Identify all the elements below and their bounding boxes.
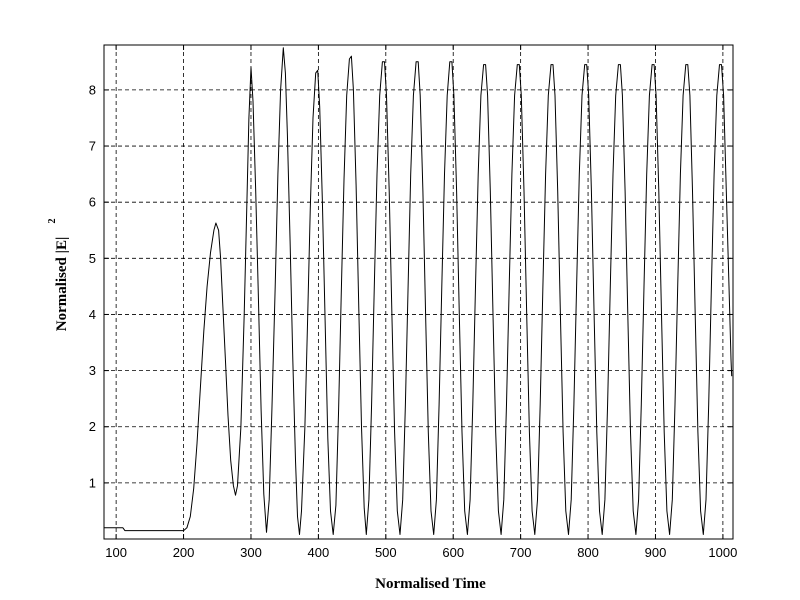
tick-labels: 100 200 300 400 500 600 700 800 900 1000 1 2 3 4 5 6 7 8 — [89, 82, 738, 560]
x-tick-label: 800 — [577, 545, 599, 560]
y-tick-label: 8 — [89, 82, 96, 97]
x-tick-label: 900 — [645, 545, 667, 560]
y-tick-label: 4 — [89, 307, 96, 322]
x-tick-label: 600 — [442, 545, 464, 560]
y-tick-label: 5 — [89, 251, 96, 266]
y-axis-title: Normalised |E| — [54, 237, 70, 332]
y-tick-label: 1 — [89, 475, 96, 490]
y-tick-label: 6 — [89, 195, 96, 210]
grid-lines — [104, 45, 733, 539]
y-tick-label: 2 — [89, 419, 96, 434]
y-axis-title-group: Normalised |E| 2 — [47, 219, 70, 332]
y-axis-title-superscript: 2 — [47, 219, 58, 224]
x-tick-label: 300 — [240, 545, 262, 560]
y-tick-label: 3 — [89, 363, 96, 378]
x-tick-label: 700 — [510, 545, 532, 560]
x-tick-label: 1000 — [708, 545, 737, 560]
x-tick-label: 500 — [375, 545, 397, 560]
x-axis-title: Normalised Time — [375, 576, 486, 592]
plot-area-frame — [103, 44, 734, 540]
y-tick-label: 7 — [89, 139, 96, 154]
x-tick-label: 400 — [308, 545, 330, 560]
axis-ticks — [104, 45, 733, 539]
data-series — [104, 47, 733, 535]
series-line — [104, 47, 733, 535]
x-tick-label: 100 — [105, 545, 127, 560]
x-tick-label: 200 — [173, 545, 195, 560]
